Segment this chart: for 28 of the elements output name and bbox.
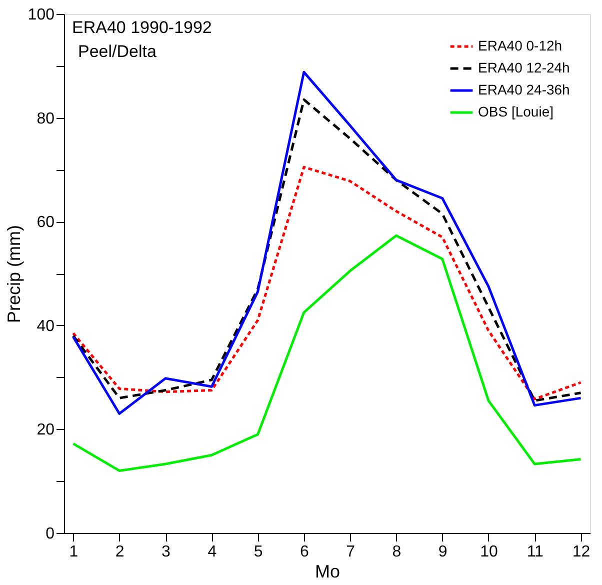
x-tick-label: 2 xyxy=(115,544,124,560)
x-tick-label: 11 xyxy=(526,544,544,560)
x-tick-label: 9 xyxy=(438,544,448,560)
annotation: ERA40 1990-1992 xyxy=(72,18,212,37)
y-axis-title: Precip (mm) xyxy=(4,225,24,323)
legend-label: ERA40 12-24h xyxy=(478,60,570,76)
y-tick-label: 60 xyxy=(36,214,55,232)
x-tick-label: 7 xyxy=(346,544,356,560)
x-tick-label: 5 xyxy=(254,544,263,560)
y-tick-label: 40 xyxy=(36,318,55,335)
annotation: Peel/Delta xyxy=(78,42,157,61)
x-tick-label: 3 xyxy=(162,544,171,560)
line-series xyxy=(72,234,582,472)
x-tick-label: 6 xyxy=(300,544,309,560)
x-tick-label: 4 xyxy=(208,544,217,560)
legend-label: ERA40 24-36h xyxy=(478,82,570,98)
y-tick-label: 80 xyxy=(36,110,55,128)
line-series xyxy=(72,166,582,400)
x-tick-label: 1 xyxy=(69,544,78,560)
y-tick-label: 20 xyxy=(36,422,55,439)
x-axis-title: Mo xyxy=(314,562,340,582)
x-tick-label: 12 xyxy=(572,544,590,560)
x-tick-label: 8 xyxy=(392,544,402,560)
y-tick-label: 0 xyxy=(46,526,55,542)
legend-label: ERA40 0-12h xyxy=(478,38,562,54)
x-tick-label: 10 xyxy=(480,544,498,560)
legend-label: OBS [Louie] xyxy=(478,104,554,120)
y-tick-label: 100 xyxy=(28,6,55,24)
